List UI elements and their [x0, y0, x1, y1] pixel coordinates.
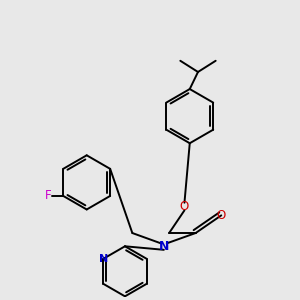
Text: O: O — [180, 200, 189, 213]
Text: N: N — [159, 240, 169, 253]
Text: F: F — [45, 189, 51, 203]
Text: N: N — [99, 254, 108, 264]
Text: O: O — [217, 209, 226, 222]
